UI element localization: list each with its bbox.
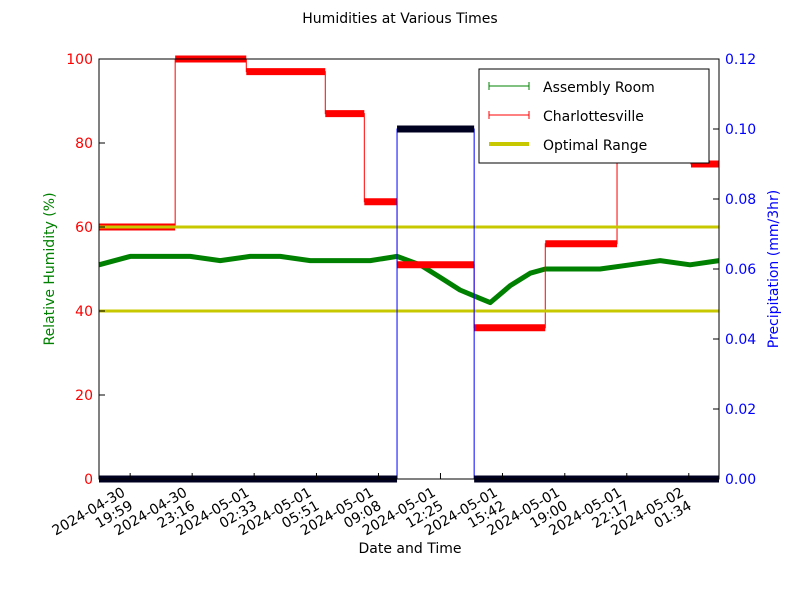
- x-axis-label: Date and Time: [359, 541, 462, 557]
- y-tick-label: 60: [75, 220, 93, 236]
- y2-tick-label: 0.12: [725, 52, 756, 68]
- line: [98, 253, 720, 306]
- y2-tick-label: 0.10: [725, 122, 756, 138]
- y-tick-label: 100: [66, 52, 93, 68]
- y-tick-label: 80: [75, 136, 93, 152]
- legend-label: Optimal Range: [543, 138, 647, 154]
- chart-title: Humidities at Various Times: [302, 11, 497, 27]
- legend-box: [478, 68, 710, 164]
- legend-label: Charlottesville: [543, 109, 644, 125]
- y-tick-label: 40: [75, 304, 93, 320]
- y-tick-label: 20: [75, 388, 93, 404]
- y2-axis-label: Precipitation (mm/3hr): [766, 190, 782, 348]
- y2-tick-label: 0.00: [725, 472, 756, 488]
- y2-tick-label: 0.02: [725, 402, 756, 418]
- y-tick-label: 0: [84, 472, 93, 488]
- y-axis-label: Relative Humidity (%): [42, 192, 58, 345]
- y2-tick-label: 0.06: [725, 262, 756, 278]
- legend: Assembly Room Charlottesville Optimal Rang…: [478, 68, 710, 164]
- y2-tick-label: 0.08: [725, 192, 756, 208]
- plot-frame: [98, 58, 720, 480]
- y2-tick-label: 0.04: [725, 332, 756, 348]
- legend-label: Assembly Room: [543, 80, 655, 96]
